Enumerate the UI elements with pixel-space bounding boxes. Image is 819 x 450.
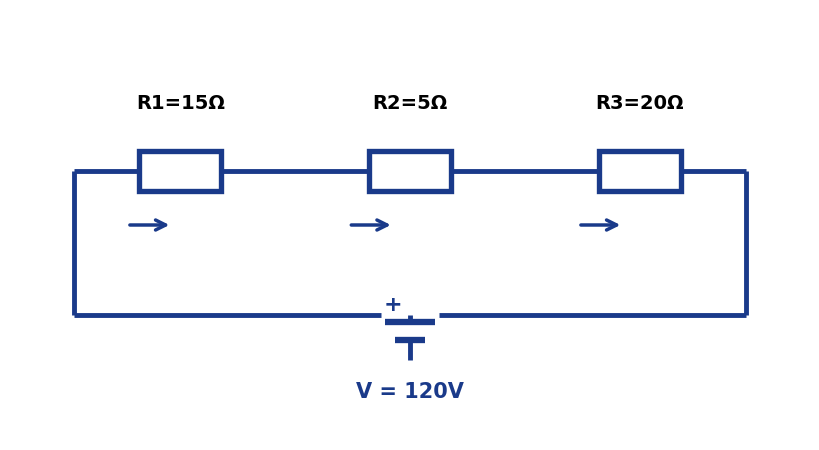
- Text: V = 120V: V = 120V: [355, 382, 464, 401]
- Text: R1=15Ω: R1=15Ω: [136, 94, 224, 113]
- FancyBboxPatch shape: [598, 151, 680, 191]
- Text: +: +: [383, 295, 401, 315]
- FancyBboxPatch shape: [139, 151, 221, 191]
- Text: R3=20Ω: R3=20Ω: [595, 94, 683, 113]
- Text: R2=5Ω: R2=5Ω: [372, 94, 447, 113]
- FancyBboxPatch shape: [369, 151, 450, 191]
